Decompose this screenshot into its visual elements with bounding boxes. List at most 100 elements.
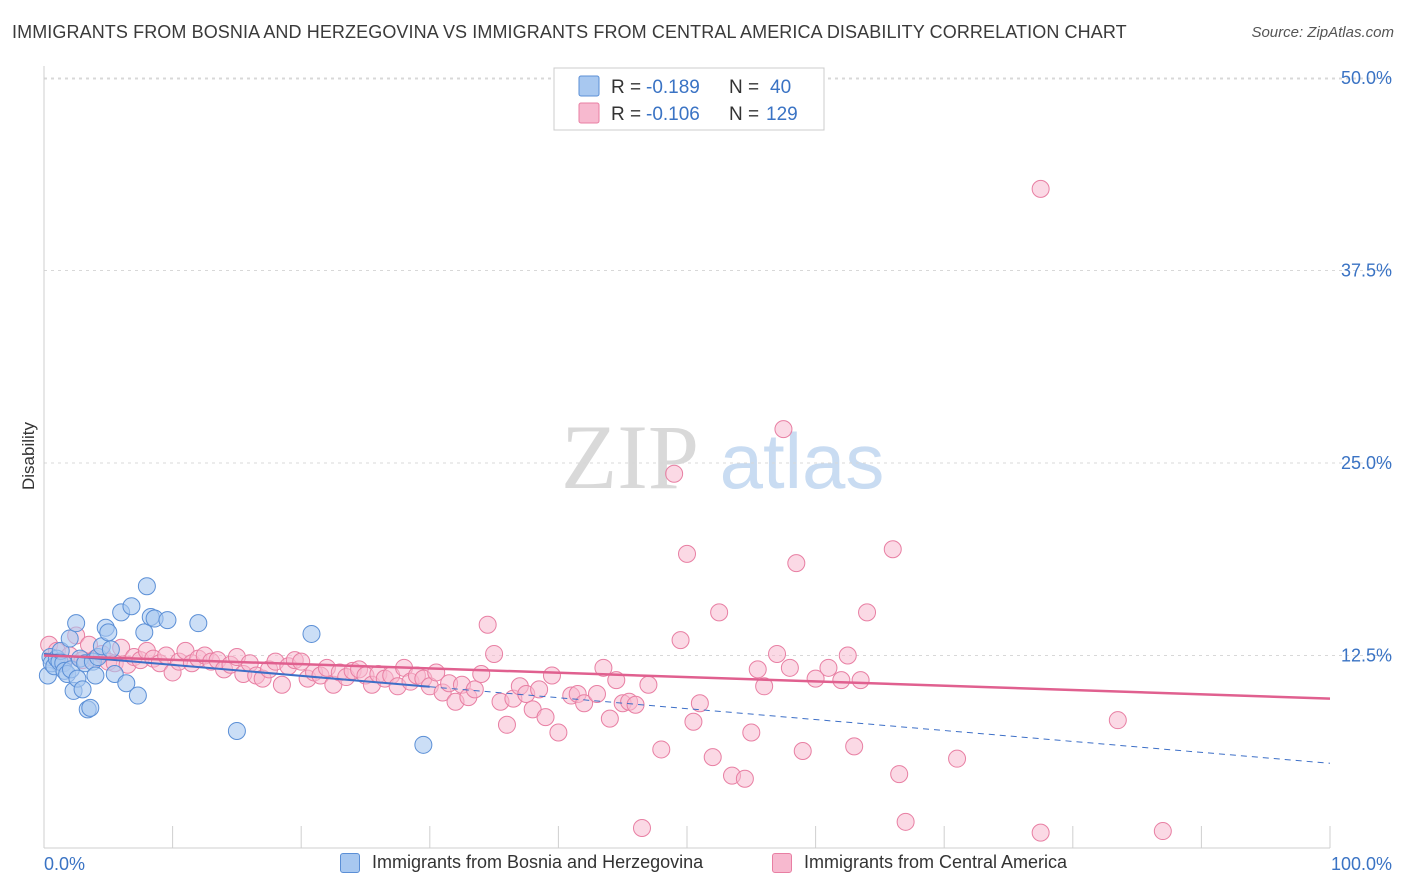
data-point-central-america xyxy=(787,554,806,573)
data-point-central-america xyxy=(1031,179,1050,198)
data-point-bosnia xyxy=(101,640,120,659)
data-point-central-america xyxy=(748,660,767,679)
legend-n-label-pink: N = xyxy=(729,104,759,125)
trend-line-bosnia-dashed xyxy=(429,686,1331,764)
data-point-bosnia xyxy=(414,735,433,754)
y-tick-labels: 12.5% 25.0% 37.5% 50.0% xyxy=(1341,68,1392,666)
x-tick-label: 0.0% xyxy=(44,854,85,874)
legend-label-bosnia: Immigrants from Bosnia and Herzegovina xyxy=(372,852,704,872)
data-point-central-america xyxy=(678,544,696,563)
data-point-central-america xyxy=(639,675,658,694)
data-point-central-america xyxy=(542,666,561,685)
data-point-central-america xyxy=(626,695,645,714)
y-tick-label: 25.0% xyxy=(1341,453,1392,473)
data-point-central-america xyxy=(710,603,729,622)
trend-lines xyxy=(43,652,1331,764)
data-point-central-america xyxy=(832,671,851,690)
data-point-central-america xyxy=(272,675,291,694)
data-point-central-america xyxy=(1031,823,1050,842)
data-point-central-america xyxy=(851,671,870,690)
legend-top: R = -0.189 N = 40 R = -0.106 N = 129 xyxy=(553,67,825,131)
data-point-central-america xyxy=(774,420,793,439)
data-point-central-america xyxy=(858,603,877,622)
data-point-central-america xyxy=(845,737,864,756)
data-point-bosnia xyxy=(227,721,246,740)
data-point-central-america xyxy=(665,464,684,483)
legend-n-label-blue: N = xyxy=(729,77,759,98)
source-label: Source: ZipAtlas.com xyxy=(1251,24,1394,41)
data-point-bosnia xyxy=(99,623,118,642)
legend-item-central-america[interactable]: Immigrants from Central America xyxy=(772,852,1067,873)
legend-bottom: Immigrants from Bosnia and Herzegovina I… xyxy=(0,852,1406,878)
data-point-bosnia xyxy=(137,577,156,596)
legend-label-central-america: Immigrants from Central America xyxy=(804,852,1068,872)
legend-item-bosnia[interactable]: Immigrants from Bosnia and Herzegovina xyxy=(340,852,703,873)
data-point-central-america xyxy=(883,540,902,559)
data-point-central-america xyxy=(587,685,606,703)
data-point-central-america xyxy=(768,644,787,663)
data-point-central-america xyxy=(536,708,555,727)
data-point-central-america xyxy=(690,694,709,713)
y-tick-label: 37.5% xyxy=(1341,261,1392,281)
data-point-bosnia xyxy=(60,629,79,648)
data-point-central-america xyxy=(465,680,484,699)
data-point-bosnia xyxy=(128,686,147,705)
data-point-central-america xyxy=(575,694,594,713)
data-point-central-america xyxy=(497,715,516,734)
data-point-central-america xyxy=(478,615,497,634)
data-point-central-america xyxy=(735,769,754,788)
data-point-central-america xyxy=(472,664,491,683)
y-tick-label: 12.5% xyxy=(1341,646,1392,666)
legend-swatch-pink xyxy=(578,102,600,124)
legend-swatch-blue xyxy=(578,75,600,97)
data-point-central-america xyxy=(684,712,703,731)
data-point-central-america xyxy=(600,709,619,728)
data-point-central-america xyxy=(793,741,812,760)
data-point-bosnia xyxy=(158,611,177,630)
data-point-bosnia xyxy=(86,666,105,685)
data-point-bosnia xyxy=(189,614,208,633)
data-point-central-america xyxy=(1108,711,1127,730)
data-point-central-america xyxy=(292,652,311,671)
data-point-central-america xyxy=(652,740,671,759)
data-point-central-america xyxy=(806,669,825,688)
watermark: ZIP atlas xyxy=(561,406,884,508)
data-point-central-america xyxy=(549,723,568,742)
x-tick-label: 100.0% xyxy=(1331,854,1392,874)
data-point-bosnia xyxy=(122,597,141,616)
legend-r-label-pink: R = xyxy=(611,104,641,125)
legend-r-value-pink: -0.106 xyxy=(646,104,700,125)
data-point-central-america xyxy=(632,818,651,837)
data-point-central-america xyxy=(594,658,613,677)
legend-r-label-blue: R = xyxy=(611,77,641,98)
data-point-bosnia xyxy=(302,624,321,643)
data-point-bosnia xyxy=(117,674,136,693)
legend-n-value-blue: 40 xyxy=(770,77,791,98)
data-point-central-america xyxy=(780,658,799,677)
data-point-bosnia xyxy=(81,698,100,717)
data-point-central-america xyxy=(1153,822,1172,841)
legend-swatch-central-america xyxy=(772,852,792,873)
y-tick-label: 50.0% xyxy=(1341,68,1392,88)
data-point-central-america xyxy=(755,677,774,696)
data-point-central-america xyxy=(896,812,915,831)
chart-title: IMMIGRANTS FROM BOSNIA AND HERZEGOVINA V… xyxy=(12,22,1127,42)
data-point-central-america xyxy=(742,723,761,742)
watermark-atlas: atlas xyxy=(720,417,885,505)
series-central-america-points xyxy=(40,179,1172,842)
data-point-bosnia xyxy=(135,623,154,642)
x-tick-labels: 0.0% 100.0% xyxy=(44,854,1392,874)
axes xyxy=(43,66,1331,849)
data-point-central-america xyxy=(485,644,504,663)
data-point-bosnia xyxy=(73,680,92,699)
trend-line-bosnia-solid xyxy=(43,652,430,688)
data-point-central-america xyxy=(948,749,967,768)
series-bosnia-points xyxy=(38,577,433,754)
data-point-central-america xyxy=(890,765,909,784)
data-point-central-america xyxy=(530,680,549,699)
trend-line-central-america xyxy=(43,654,1331,700)
watermark-zip: ZIP xyxy=(561,406,699,508)
legend-swatch-bosnia xyxy=(340,852,360,873)
data-point-central-america xyxy=(819,658,838,677)
